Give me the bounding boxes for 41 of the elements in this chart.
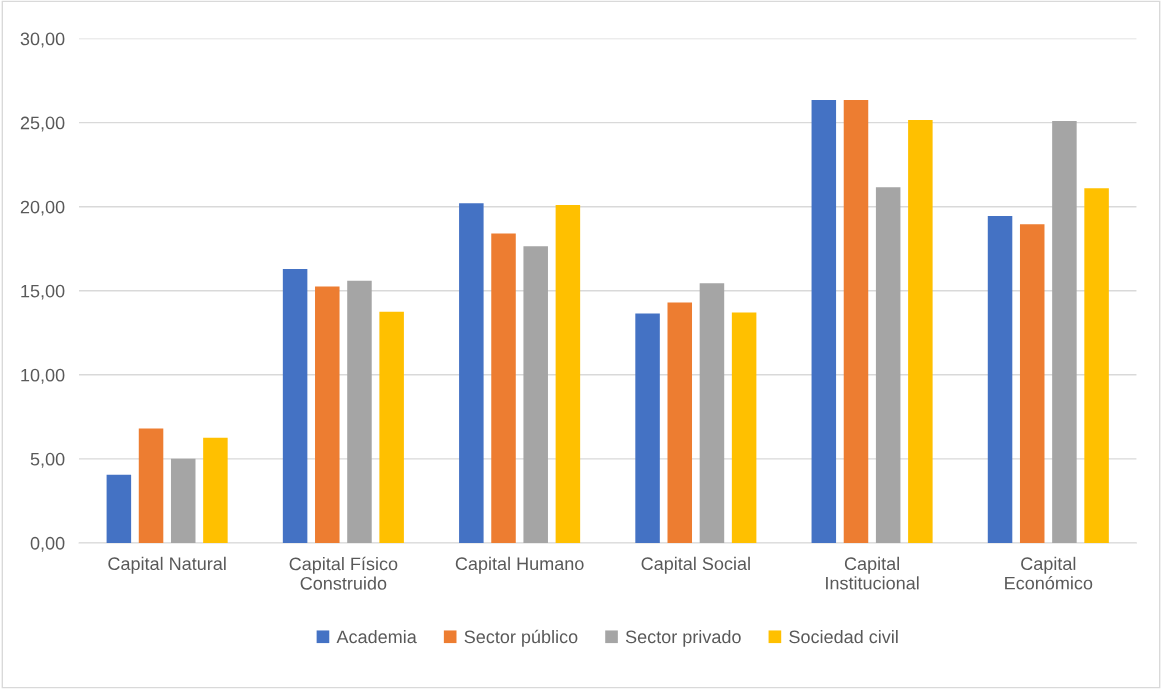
- y-tick-label: 25,00: [20, 116, 65, 132]
- bar: [523, 246, 548, 543]
- bar: [347, 280, 372, 543]
- bar: [731, 312, 757, 543]
- y-tick-label: 20,00: [20, 200, 65, 216]
- bar: [203, 437, 228, 543]
- bar: [987, 215, 1013, 543]
- bar: [315, 286, 340, 543]
- y-tick-label: 30,00: [20, 32, 65, 48]
- legend-label: Sector público: [464, 629, 578, 647]
- x-tick-label: Capital Físico Construido: [289, 556, 398, 590]
- y-tick-label: 10,00: [21, 368, 65, 384]
- legend-label: Sociedad civil: [789, 630, 898, 644]
- x-tick-label: Capital Institucional: [826, 556, 919, 590]
- bar: [491, 233, 516, 543]
- y-tick-label: 15,00: [21, 284, 65, 300]
- bar: [1019, 224, 1045, 543]
- legend-label: Academia: [336, 630, 417, 644]
- x-tick-label: Capital Natural: [108, 556, 226, 574]
- bar: [555, 205, 581, 543]
- x-tick-label: Capital Económico: [1005, 556, 1093, 590]
- bar: [282, 268, 308, 543]
- bar: [1084, 188, 1109, 543]
- bar: [811, 99, 837, 543]
- bar: [908, 120, 933, 543]
- bar: [106, 474, 132, 543]
- bar: [667, 302, 693, 543]
- legend-label: Sector privado: [625, 630, 741, 647]
- bar: [699, 283, 725, 543]
- bar: [138, 428, 164, 543]
- y-tick-label: 0,00: [30, 536, 65, 552]
- bar: [635, 313, 660, 543]
- y-tick-label: 5,00: [30, 452, 65, 468]
- bar: [1052, 120, 1077, 543]
- x-tick-label: Capital Social: [641, 556, 750, 574]
- bar: [843, 99, 869, 543]
- bar: [170, 458, 196, 543]
- bar: [459, 203, 484, 543]
- bar: [875, 187, 901, 543]
- bar: [379, 311, 404, 543]
- x-tick-label: Capital Humano: [455, 556, 584, 574]
